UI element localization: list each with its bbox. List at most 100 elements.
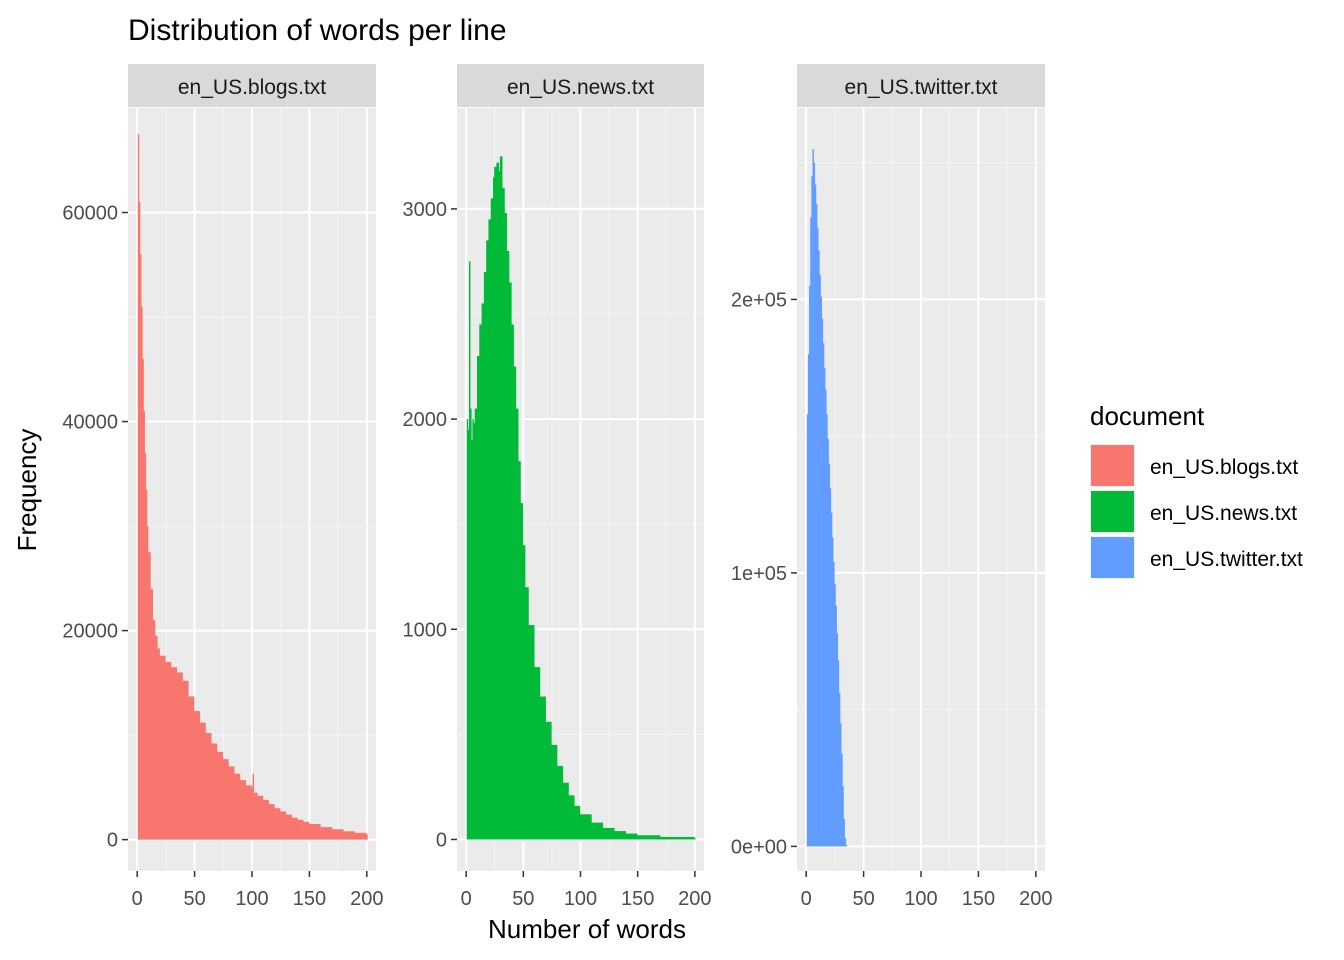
legend-swatch-news xyxy=(1091,491,1134,532)
histogram-bar xyxy=(141,306,143,840)
histogram-bar xyxy=(486,240,489,840)
histogram-bar xyxy=(815,203,818,847)
histogram-bar xyxy=(841,753,843,847)
histogram-bar xyxy=(234,773,241,840)
x-tick-label: 100 xyxy=(235,888,268,910)
histogram-bar xyxy=(188,696,195,840)
histogram-bar xyxy=(469,261,471,840)
histogram-bar xyxy=(145,489,148,840)
histogram-bar xyxy=(518,461,521,840)
histogram-bar xyxy=(274,808,281,840)
histogram-bar xyxy=(842,786,844,847)
x-axis-label: Number of words xyxy=(488,914,686,944)
legend-label-twitter: en_US.twitter.txt xyxy=(1150,548,1303,571)
histogram-bar xyxy=(257,795,264,840)
histogram-bar xyxy=(199,722,206,840)
histogram-bar xyxy=(152,620,156,840)
histogram-bar xyxy=(211,743,218,840)
x-tick-label: 0 xyxy=(132,888,143,910)
histogram-bar xyxy=(142,358,144,840)
histogram-bar xyxy=(331,829,344,840)
histogram-bar xyxy=(470,408,472,840)
y-tick-label: 3000 xyxy=(403,199,448,221)
histogram-bar xyxy=(844,838,847,847)
histogram-bar xyxy=(574,805,581,840)
histogram-bar xyxy=(245,785,252,840)
strip-twitter xyxy=(797,64,1045,107)
histogram-bar xyxy=(146,526,149,840)
histogram-bar xyxy=(159,655,166,840)
histogram-bar xyxy=(479,324,482,840)
histogram-bar xyxy=(827,438,829,847)
histogram-bar xyxy=(811,176,813,847)
histogram-bar xyxy=(823,367,826,847)
y-tick-label: 1000 xyxy=(403,619,448,641)
strip-label-news: en_US.news.txt xyxy=(507,76,654,99)
histogram-bar xyxy=(579,814,592,840)
strip-news xyxy=(457,64,704,107)
histogram-bar xyxy=(498,171,501,840)
histogram-bar xyxy=(483,271,487,840)
histogram-bar xyxy=(506,250,510,840)
panel-twitter: en_US.twitter.txt 0e+00 1e+05 2e+05 0 50 100 15… xyxy=(731,64,1053,910)
y-tick-label: 2000 xyxy=(403,409,448,431)
legend-swatch-blogs xyxy=(1091,445,1134,486)
histogram-bar xyxy=(144,452,147,840)
histogram-bar xyxy=(252,773,255,840)
histogram-bar xyxy=(830,512,833,847)
histogram-bar xyxy=(659,836,695,840)
y-tick-label: 1e+05 xyxy=(731,563,787,585)
histogram-bar xyxy=(818,250,820,847)
histogram-bar xyxy=(812,149,814,847)
panel-news: en_US.news.txt 0 1000 2000 3000 0 50 100 150 200 xyxy=(403,64,712,910)
histogram-bar xyxy=(280,811,287,840)
histogram-bar xyxy=(303,821,310,840)
histogram-bar xyxy=(814,184,817,847)
histogram-bar xyxy=(829,488,832,847)
y-tick-label: 60000 xyxy=(62,203,118,225)
histogram-bar xyxy=(291,817,298,840)
histogram-bar xyxy=(473,423,476,840)
histogram-bar xyxy=(557,765,564,840)
histogram-bar xyxy=(143,411,145,840)
histogram-bar xyxy=(602,827,615,840)
histogram-bar xyxy=(525,587,529,840)
histogram-bar xyxy=(828,463,831,847)
histogram-bar xyxy=(504,213,508,840)
histogram-bar xyxy=(809,285,811,847)
histogram-bar xyxy=(528,625,535,840)
histogram-bar xyxy=(148,552,151,840)
y-tick-label: 0 xyxy=(107,830,118,852)
histogram-bar xyxy=(320,827,333,840)
histogram-bar xyxy=(515,408,519,840)
legend: document en_US.blogs.txt en_US.news.txt … xyxy=(1090,401,1303,579)
histogram-bar xyxy=(157,648,160,840)
histogram-bar xyxy=(366,834,368,840)
histogram-bar xyxy=(562,782,569,840)
histogram-bar xyxy=(251,787,253,840)
histogram-bar xyxy=(511,324,514,840)
histogram-bar xyxy=(467,429,470,840)
y-tick-label: 0e+00 xyxy=(731,836,787,858)
histogram-bar xyxy=(194,711,201,840)
histogram-bar xyxy=(807,354,810,847)
histogram-bar xyxy=(488,219,492,840)
histogram-bar xyxy=(522,545,526,840)
legend-label-blogs: en_US.blogs.txt xyxy=(1150,456,1298,479)
histogram-bar xyxy=(154,635,158,840)
histogram-bar xyxy=(832,537,834,847)
histogram-bar xyxy=(509,282,512,840)
histogram-bar xyxy=(694,838,696,840)
histogram-bar xyxy=(614,831,626,840)
y-tick-label: 20000 xyxy=(62,621,118,643)
strip-label-twitter: en_US.twitter.txt xyxy=(845,76,998,99)
histogram-bar xyxy=(513,366,517,840)
histogram-bar xyxy=(813,162,816,847)
histogram-bar xyxy=(297,819,304,840)
y-tick-label: 0 xyxy=(436,829,447,851)
histogram-bar xyxy=(268,804,275,840)
histogram-bar xyxy=(205,733,212,840)
x-tick-label: 200 xyxy=(1019,888,1052,910)
